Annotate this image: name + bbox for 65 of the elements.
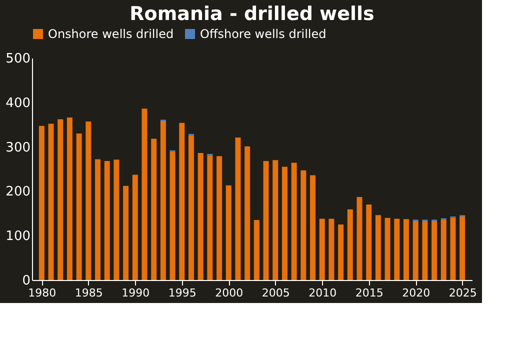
- bar: [310, 175, 316, 280]
- bar: [394, 218, 400, 280]
- bar: [48, 124, 54, 280]
- bar: [282, 166, 288, 280]
- bar: [384, 218, 390, 280]
- x-tick-label: 1995: [168, 286, 196, 300]
- y-tick-label: 400: [6, 96, 30, 111]
- x-tick-label: 2025: [448, 286, 477, 300]
- bar: [291, 162, 297, 280]
- bar: [450, 218, 456, 280]
- bar: [263, 161, 269, 280]
- bar: [300, 170, 306, 280]
- bar: [403, 219, 409, 280]
- bar: [272, 160, 278, 280]
- bar: [66, 117, 72, 280]
- bar: [179, 122, 185, 280]
- bar: [188, 135, 194, 280]
- legend-label: Onshore wells drilled: [48, 27, 174, 41]
- bar: [95, 159, 101, 280]
- bar: [151, 138, 157, 280]
- bar: [356, 196, 362, 280]
- x-tick-label: 2015: [355, 286, 384, 300]
- bar: [123, 186, 129, 280]
- bar: [319, 218, 325, 280]
- bar: [170, 152, 176, 280]
- bar: [347, 209, 353, 280]
- bar: [76, 133, 82, 280]
- bar: [328, 218, 334, 280]
- x-tick-label: 1980: [28, 286, 56, 300]
- bar: [104, 161, 110, 280]
- y-tick-label: 200: [6, 184, 30, 200]
- bar: [338, 224, 344, 280]
- bar: [132, 174, 138, 280]
- bar: [254, 220, 260, 280]
- bar: [114, 160, 120, 280]
- bar: [207, 155, 213, 280]
- bar: [422, 220, 428, 280]
- y-tick-label: 0: [22, 274, 30, 288]
- bar: [58, 119, 64, 280]
- bar: [440, 220, 446, 280]
- bar: [226, 185, 232, 280]
- bar: [244, 146, 250, 280]
- bar: [366, 204, 372, 280]
- x-tick-label: 2005: [262, 286, 290, 300]
- bar: [432, 220, 438, 280]
- bar: [375, 215, 381, 280]
- y-tick-label: 100: [6, 229, 30, 244]
- legend-label: Offshore wells drilled: [200, 27, 326, 41]
- x-tick-label: 1990: [122, 286, 150, 300]
- bar: [412, 220, 418, 280]
- chart-title: Romania - drilled wells: [130, 3, 374, 25]
- x-tick-label: 2020: [402, 286, 430, 300]
- bar: [160, 121, 166, 280]
- bar: [142, 108, 148, 280]
- bar: [86, 121, 92, 280]
- x-tick-label: 2000: [215, 286, 244, 300]
- bar: [38, 126, 44, 280]
- y-tick-label: 300: [6, 140, 30, 156]
- bar: [198, 153, 204, 280]
- x-tick-label: 2010: [308, 286, 337, 300]
- x-tick-label: 1985: [74, 286, 103, 300]
- bar: [460, 216, 466, 280]
- bar: [235, 137, 241, 280]
- y-tick-label: 500: [6, 52, 30, 66]
- bar: [216, 156, 222, 280]
